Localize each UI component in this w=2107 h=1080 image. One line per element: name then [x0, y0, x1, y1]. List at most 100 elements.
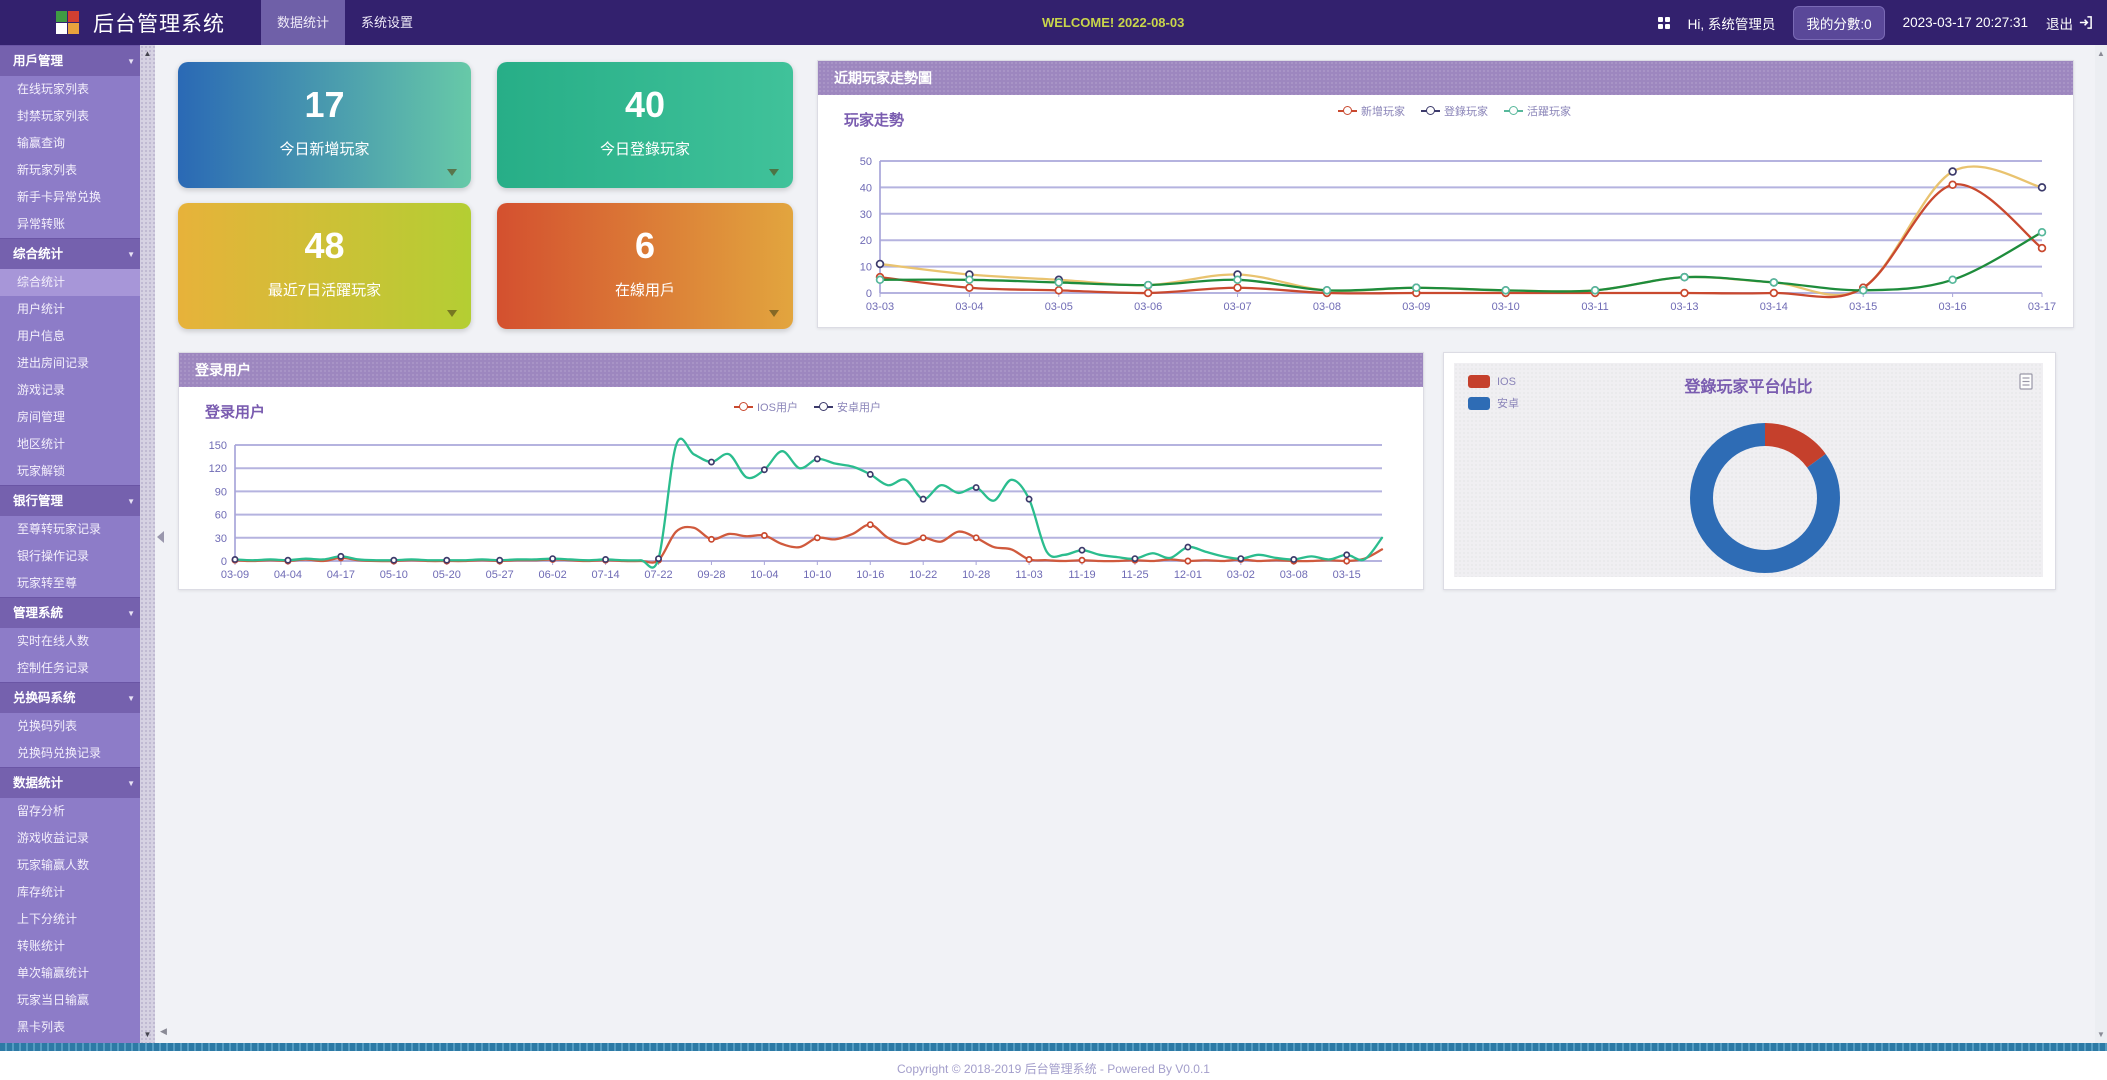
topbar: 后台管理系统 数据统计 系统设置 WELCOME! 2022-08-03 Hi,… — [0, 0, 2107, 45]
caret-down-icon[interactable] — [447, 310, 457, 317]
scroll-up-icon[interactable]: ▲ — [2097, 49, 2105, 58]
scroll-down-icon[interactable]: ▼ — [2097, 1030, 2105, 1039]
caret-down-icon[interactable] — [769, 310, 779, 317]
topbar-right: Hi, 系统管理员 我的分數:0 2023-03-17 20:27:31 退出 — [1657, 0, 2093, 45]
sidebar-item-用户信息[interactable]: 用户信息 — [17, 329, 66, 343]
sidebar-item-在线玩家列表[interactable]: 在线玩家列表 — [17, 82, 90, 96]
stat-card-new-players[interactable]: 17 今日新增玩家 — [178, 62, 471, 188]
legend-item-IOS用户[interactable]: IOS用户 — [734, 399, 798, 415]
sidebar-scrollbar[interactable]: ▲ ▼ — [140, 45, 155, 1043]
legend-item-新增玩家[interactable]: 新增玩家 — [1338, 103, 1405, 119]
copyright-text: Copyright © 2018-2019 后台管理系统 - Powered B… — [897, 1062, 1210, 1076]
svg-text:03-04: 03-04 — [955, 301, 983, 313]
datetime-text: 2023-03-17 20:27:31 — [1902, 15, 2028, 30]
sidebar-item-新手卡异常兑换[interactable]: 新手卡异常兑换 — [17, 190, 102, 204]
sidebar-item-实时在线人数[interactable]: 实时在线人数 — [17, 634, 90, 648]
svg-text:10: 10 — [860, 262, 872, 274]
sidebar-group-用戶管理[interactable]: 用戶管理 ▼ — [0, 45, 140, 76]
sidebar-item-黑卡列表[interactable]: 黑卡列表 — [17, 1020, 66, 1034]
svg-text:03-11: 03-11 — [1581, 301, 1608, 313]
sidebar-item-银行操作记录[interactable]: 银行操作记录 — [17, 549, 90, 563]
sidebar-group-管理系統[interactable]: 管理系統 ▼ — [0, 597, 140, 628]
legend-item-登錄玩家[interactable]: 登錄玩家 — [1421, 103, 1488, 119]
sidebar-item-至尊转玩家记录[interactable]: 至尊转玩家记录 — [17, 522, 102, 536]
sidebar-group-银行管理[interactable]: 银行管理 ▼ — [0, 485, 140, 516]
sidebar-item-用户统计[interactable]: 用户统计 — [17, 302, 66, 316]
tab-data-statistics[interactable]: 数据统计 — [261, 0, 346, 45]
chevron-down-icon: ▼ — [127, 609, 135, 618]
trend-panel: 近期玩家走勢圖 玩家走勢 新增玩家 登錄玩家 活躍玩家 0 10 20 30 40 50 03-… — [817, 60, 2074, 328]
svg-text:03-05: 03-05 — [1045, 301, 1073, 313]
sidebar-item-库存统计[interactable]: 库存统计 — [17, 885, 66, 899]
svg-text:10-10: 10-10 — [803, 569, 831, 581]
stat-card-login-players[interactable]: 40 今日登錄玩家 — [497, 62, 793, 188]
sidebar-group-数据统计[interactable]: 数据统计 ▼ — [0, 767, 140, 798]
chevron-down-icon: ▼ — [127, 57, 135, 66]
page-scrollbar[interactable]: ▲ ▼ — [2095, 45, 2107, 1043]
caret-down-icon[interactable] — [447, 169, 457, 176]
horizontal-scrollbar[interactable] — [0, 1043, 2107, 1051]
svg-text:11-03: 11-03 — [1015, 569, 1042, 581]
sidebar-item-新玩家列表[interactable]: 新玩家列表 — [17, 163, 78, 177]
login-panel-title: 登录用户 — [195, 362, 251, 378]
stat-label: 在線用戶 — [614, 282, 675, 299]
sidebar-item-玩家转至尊[interactable]: 玩家转至尊 — [17, 576, 78, 590]
legend-item-活躍玩家[interactable]: 活躍玩家 — [1504, 103, 1571, 119]
sidebar-item-玩家输赢人数[interactable]: 玩家输赢人数 — [17, 858, 90, 872]
sidebar-item-进出房间记录[interactable]: 进出房间记录 — [17, 356, 90, 370]
stat-card-active-players[interactable]: 48 最近7日活躍玩家 — [178, 203, 471, 329]
sidebar-item-兑换码列表[interactable]: 兑换码列表 — [17, 719, 78, 733]
svg-text:05-20: 05-20 — [433, 569, 461, 581]
platform-donut-chart — [1690, 423, 1840, 573]
app-logo-icon — [56, 11, 79, 34]
trend-chart-title: 玩家走勢 — [844, 112, 905, 129]
svg-text:0: 0 — [866, 288, 872, 300]
sidebar-item-地区统计[interactable]: 地区统计 — [17, 437, 66, 451]
sidebar-item-房间管理[interactable]: 房间管理 — [17, 410, 66, 424]
svg-text:03-15: 03-15 — [1333, 569, 1361, 581]
sidebar-item-异常转账[interactable]: 异常转账 — [17, 217, 66, 231]
apps-grid-icon[interactable] — [1657, 16, 1670, 29]
sidebar-item-转账统计[interactable]: 转账统计 — [17, 939, 66, 953]
sidebar-item-兑换码兑换记录[interactable]: 兑换码兑换记录 — [17, 746, 102, 760]
trend-panel-title: 近期玩家走勢圖 — [834, 70, 932, 86]
sidebar-group-综合统计[interactable]: 综合统计 ▼ — [0, 238, 140, 269]
my-score-button[interactable]: 我的分數:0 — [1793, 5, 1885, 40]
hscroll-left-icon[interactable]: ◀ — [160, 1026, 167, 1036]
sidebar-item-控制任务记录[interactable]: 控制任务记录 — [17, 661, 90, 675]
sidebar-item-上下分统计[interactable]: 上下分统计 — [17, 912, 78, 926]
svg-text:30: 30 — [215, 533, 227, 545]
sidebar-collapse-icon[interactable] — [157, 531, 164, 543]
sidebar-item-留存分析[interactable]: 留存分析 — [17, 804, 66, 818]
stat-label: 最近7日活躍玩家 — [267, 282, 382, 299]
tab-system-settings[interactable]: 系统设置 — [361, 15, 414, 30]
svg-text:60: 60 — [215, 510, 227, 522]
sidebar-item-封禁玩家列表[interactable]: 封禁玩家列表 — [17, 109, 90, 123]
stat-value: 48 — [304, 225, 345, 266]
sidebar-item-综合统计[interactable]: 综合统计 — [0, 269, 140, 296]
sidebar-item-游戏记录[interactable]: 游戏记录 — [17, 383, 66, 397]
sidebar-group-兑换码系统[interactable]: 兑换码系统 ▼ — [0, 682, 140, 713]
svg-text:03-07: 03-07 — [1223, 301, 1251, 313]
sidebar-item-玩家当日输赢[interactable]: 玩家当日输赢 — [17, 993, 90, 1007]
login-panel-header: 登录用户 — [179, 353, 1423, 387]
legend-item-IOS[interactable]: IOS — [1468, 375, 1519, 388]
data-view-icon[interactable] — [2019, 373, 2033, 395]
sidebar-item-游戏收益记录[interactable]: 游戏收益记录 — [17, 831, 90, 845]
svg-text:12-01: 12-01 — [1174, 569, 1202, 581]
chevron-down-icon: ▼ — [127, 694, 135, 703]
stat-card-online-users[interactable]: 6 在線用戶 — [497, 203, 793, 329]
chevron-down-icon: ▼ — [127, 250, 135, 259]
sidebar-item-玩家解锁[interactable]: 玩家解锁 — [17, 464, 66, 478]
legend-item-安卓用户[interactable]: 安卓用户 — [813, 399, 881, 415]
legend-item-安卓[interactable]: 安卓 — [1468, 395, 1519, 411]
scroll-up-icon[interactable]: ▲ — [143, 49, 152, 58]
logout-button[interactable]: 退出 — [2046, 13, 2093, 33]
sidebar-item-单次输赢统计[interactable]: 单次输赢统计 — [17, 966, 90, 980]
caret-down-icon[interactable] — [769, 169, 779, 176]
scroll-down-icon[interactable]: ▼ — [143, 1030, 152, 1039]
sidebar-item-输赢查询[interactable]: 输赢查询 — [17, 136, 66, 150]
svg-text:05-27: 05-27 — [486, 569, 514, 581]
svg-text:03-06: 03-06 — [1134, 301, 1162, 313]
